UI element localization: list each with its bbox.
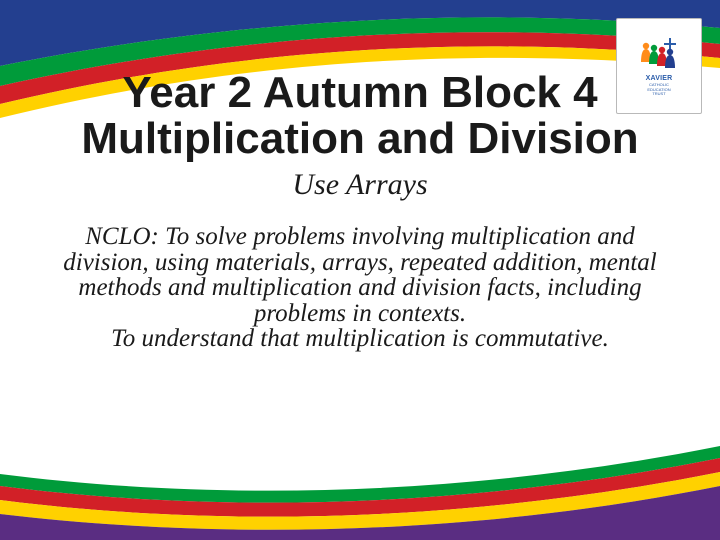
slide-content: Year 2 Autumn Block 4 Multiplication and… [0,70,720,352]
logo-people-icon [636,36,682,72]
slide-title: Year 2 Autumn Block 4 Multiplication and… [40,70,680,162]
slide-body: NCLO: To solve problems involving multip… [40,224,680,352]
title-line-1: Year 2 Autumn Block 4 [40,70,680,116]
title-line-2: Multiplication and Division [40,116,680,162]
bottom-stripes [0,440,720,540]
slide-subtitle: Use Arrays [40,168,680,202]
